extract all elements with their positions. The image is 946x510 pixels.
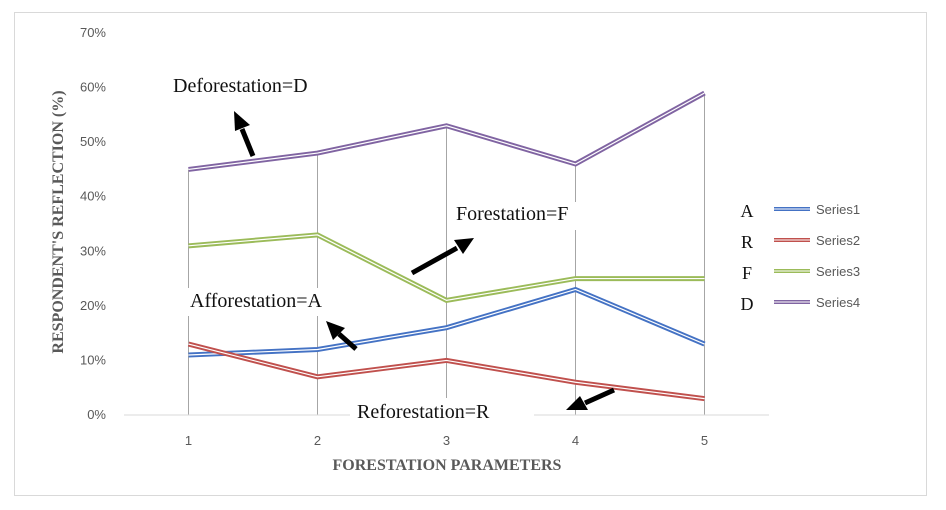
legend-letter: F bbox=[742, 263, 752, 283]
arrow-forestation-head bbox=[454, 238, 474, 254]
series-line-inner-series4 bbox=[188, 92, 705, 171]
arrow-forestation-shaft bbox=[410, 245, 459, 276]
legend-letter: D bbox=[741, 294, 754, 314]
y-tick-label: 30% bbox=[80, 243, 106, 258]
legend-letter: A bbox=[741, 201, 754, 221]
y-tick-label: 0% bbox=[87, 407, 106, 422]
legend-label: Series2 bbox=[816, 233, 860, 248]
arrow-reforestation-shaft bbox=[583, 387, 616, 406]
annotation-bg-forestation bbox=[452, 202, 602, 230]
annotation-bg-reforestation bbox=[350, 398, 534, 426]
series-line-inner-series3 bbox=[188, 234, 705, 302]
series-line-inner-series1 bbox=[188, 288, 705, 356]
y-tick-label: 50% bbox=[80, 134, 106, 149]
x-tick-label: 5 bbox=[701, 433, 708, 448]
y-tick-label: 60% bbox=[80, 80, 106, 95]
y-axis-title: RESPONDENT'S REFLECTION (%) bbox=[50, 90, 67, 353]
series-group bbox=[187, 90, 706, 402]
annotation-bg-deforestation bbox=[168, 73, 368, 101]
x-tick-label: 3 bbox=[443, 433, 450, 448]
arrow-afforestation-shaft bbox=[337, 332, 358, 351]
drop-lines bbox=[188, 93, 705, 415]
y-tick-label: 70% bbox=[80, 25, 106, 40]
legend-label: Series1 bbox=[816, 202, 860, 217]
annotation-bg-afforestation bbox=[186, 288, 362, 316]
arrow-deforestation-shaft bbox=[239, 128, 256, 157]
x-tick-label: 1 bbox=[185, 433, 192, 448]
legend-label: Series3 bbox=[816, 264, 860, 279]
y-tick-label: 20% bbox=[80, 298, 106, 313]
x-axis-title: FORESTATION PARAMETERS bbox=[333, 457, 562, 474]
arrow-reforestation-head bbox=[566, 396, 588, 410]
axis-group: 0% 10% 20% 30% 40% 50% 60% 70% 1 2 3 4 5 bbox=[80, 25, 769, 448]
y-tick-label: 10% bbox=[80, 352, 106, 367]
annotation-arrows bbox=[234, 111, 616, 410]
legend-label: Series4 bbox=[816, 295, 860, 310]
annotation-forestation: Forestation=F bbox=[456, 203, 568, 225]
x-tick-label: 2 bbox=[314, 433, 321, 448]
arrow-deforestation-head bbox=[234, 111, 250, 131]
y-tick-label: 40% bbox=[80, 189, 106, 204]
x-tick-label: 4 bbox=[572, 433, 579, 448]
annotation-afforestation: Afforestation=A bbox=[190, 290, 323, 312]
annotation-reforestation: Reforestation=R bbox=[357, 401, 490, 423]
arrow-afforestation-head bbox=[326, 321, 345, 340]
legend: Series1 A Series2 R Series3 F Series4 D bbox=[741, 201, 861, 314]
legend-letter: R bbox=[741, 232, 753, 252]
annotation-deforestation: Deforestation=D bbox=[173, 75, 308, 97]
series-line-inner-series2 bbox=[188, 343, 705, 400]
